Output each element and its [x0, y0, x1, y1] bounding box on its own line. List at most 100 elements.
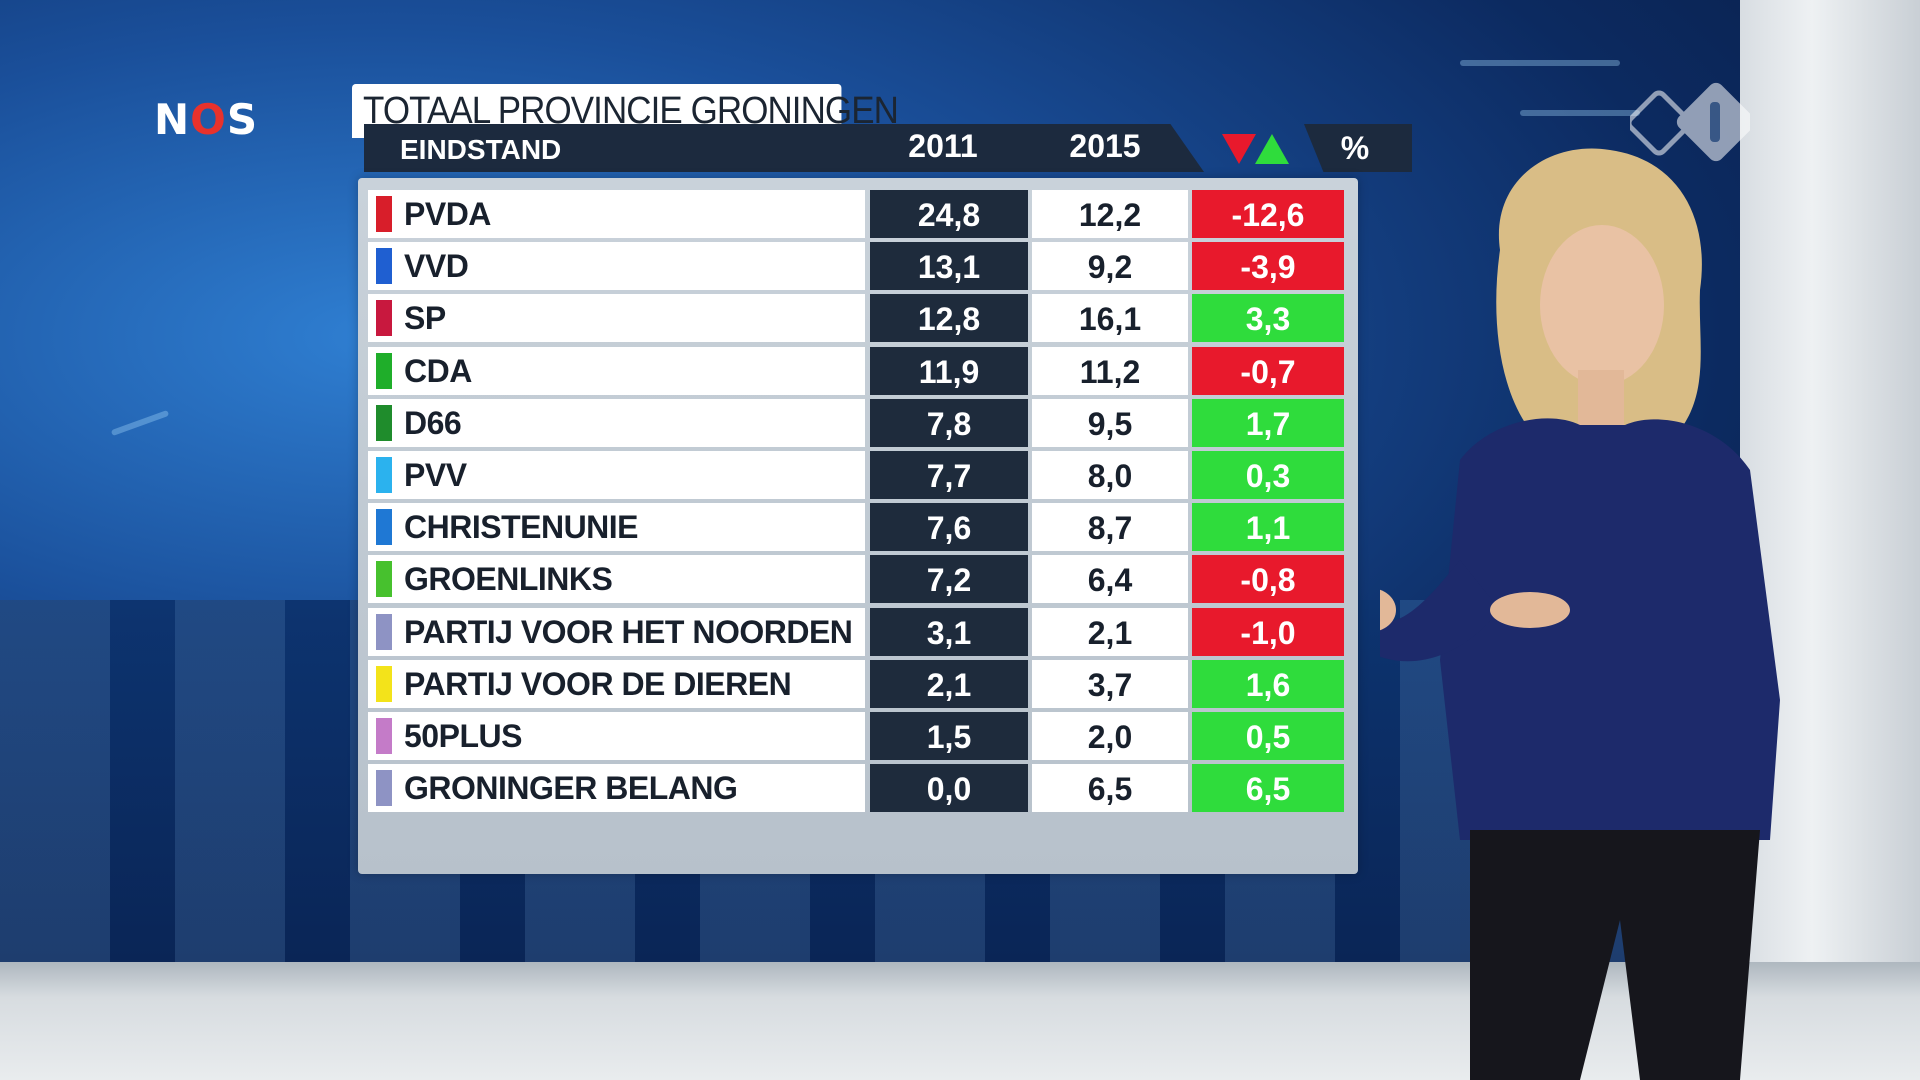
- party-name: CHRISTENUNIE: [404, 509, 639, 546]
- party-cell: GRONINGER BELANG: [368, 764, 865, 813]
- value-change: 6,5: [1192, 764, 1344, 813]
- value-2015: 8,0: [1032, 450, 1188, 499]
- value-change: 1,6: [1192, 659, 1344, 708]
- table-row: PVV 7,7 8,0 0,3: [368, 450, 1344, 499]
- party-color-swatch: [376, 613, 392, 650]
- party-color-swatch: [376, 717, 392, 754]
- party-color-swatch: [376, 300, 392, 337]
- table-row: GROENLINKS 7,2 6,4 -0,8: [368, 555, 1344, 604]
- party-color-swatch: [376, 352, 392, 389]
- table-row: CDA 11,9 11,2 -0,7: [368, 346, 1344, 395]
- party-name: SP: [404, 300, 446, 337]
- party-cell: PVV: [368, 450, 865, 499]
- value-change: -0,8: [1192, 555, 1344, 604]
- value-2015: 9,5: [1032, 398, 1188, 447]
- party-cell: D66: [368, 398, 865, 447]
- party-name: PVDA: [404, 196, 491, 232]
- value-2015: 11,2: [1032, 346, 1188, 395]
- party-name: VVD: [404, 248, 469, 285]
- arrow-down-icon: [1222, 134, 1256, 164]
- studio-wall-frame-right: [1740, 0, 1920, 1080]
- table-row: PARTIJ VOOR DE DIEREN 2,1 3,7 1,6: [368, 659, 1344, 708]
- party-name: PARTIJ VOOR HET NOORDEN: [404, 613, 853, 650]
- value-2011: 7,7: [870, 450, 1028, 499]
- value-2011: 13,1: [870, 242, 1028, 291]
- value-change: 1,7: [1192, 398, 1344, 447]
- value-2015: 6,5: [1032, 764, 1188, 813]
- party-name: 50PLUS: [404, 717, 522, 754]
- party-cell: PARTIJ VOOR DE DIEREN: [368, 659, 865, 708]
- party-cell: VVD: [368, 242, 865, 291]
- table-row: PVDA 24,8 12,2 -12,6: [368, 190, 1344, 238]
- value-2015: 2,1: [1032, 607, 1188, 656]
- party-name: GROENLINKS: [404, 561, 613, 598]
- table-row: 50PLUS 1,5 2,0 0,5: [368, 711, 1344, 760]
- value-change: -0,7: [1192, 346, 1344, 395]
- value-2011: 2,1: [870, 659, 1028, 708]
- party-color-swatch: [376, 404, 392, 441]
- party-cell: PARTIJ VOOR HET NOORDEN: [368, 607, 865, 656]
- value-change: 3,3: [1192, 294, 1344, 343]
- value-2011: 3,1: [870, 607, 1028, 656]
- value-change: 0,3: [1192, 450, 1344, 499]
- light-streak: [1520, 110, 1640, 116]
- party-color-swatch: [376, 561, 392, 598]
- value-2015: 16,1: [1032, 294, 1188, 343]
- nos-logo-n: N: [154, 95, 191, 144]
- value-2015: 8,7: [1032, 503, 1188, 552]
- party-color-swatch: [376, 248, 392, 285]
- header-col-change: %: [1340, 130, 1370, 166]
- value-change: -1,0: [1192, 607, 1344, 656]
- header-col-2015: 2015: [1069, 128, 1141, 164]
- party-color-swatch: [376, 665, 392, 702]
- party-cell: 50PLUS: [368, 711, 865, 760]
- light-streak: [1460, 60, 1620, 66]
- value-2015: 12,2: [1032, 190, 1188, 238]
- table-header: EINDSTAND 2011 2015 %: [364, 124, 1412, 172]
- nos-logo-o: O: [190, 95, 227, 144]
- nos-logo-s: S: [226, 95, 259, 144]
- value-change: -12,6: [1192, 190, 1344, 238]
- value-2011: 1,5: [870, 711, 1028, 760]
- table-row: GRONINGER BELANG 0,0 6,5 6,5: [368, 764, 1344, 813]
- light-streak: [110, 409, 170, 437]
- party-name: PVV: [404, 456, 467, 493]
- value-2011: 24,8: [870, 190, 1028, 238]
- party-name: GRONINGER BELANG: [404, 770, 738, 807]
- header-percent-background: [1304, 124, 1412, 172]
- party-color-swatch: [376, 196, 392, 232]
- arrow-up-icon: [1255, 134, 1289, 164]
- value-change: -3,9: [1192, 242, 1344, 291]
- table-row: PARTIJ VOOR HET NOORDEN 3,1 2,1 -1,0: [368, 607, 1344, 656]
- value-2015: 2,0: [1032, 711, 1188, 760]
- party-color-swatch: [376, 456, 392, 493]
- results-panel: PVDA 24,8 12,2 -12,6 VVD 13,1 9,2 -3,9 SP 12,8 16,…: [358, 178, 1358, 874]
- header-background: [364, 124, 1204, 172]
- party-cell: PVDA: [368, 190, 865, 238]
- value-2011: 7,6: [870, 503, 1028, 552]
- table-row: VVD 13,1 9,2 -3,9: [368, 242, 1344, 291]
- value-2011: 0,0: [870, 764, 1028, 813]
- value-2011: 7,8: [870, 398, 1028, 447]
- nos-logo: NOS: [154, 98, 258, 142]
- table-row: CHRISTENUNIE 7,6 8,7 1,1: [368, 503, 1344, 552]
- party-name: D66: [404, 404, 462, 441]
- header-col-2011: 2011: [908, 128, 978, 164]
- party-name: PARTIJ VOOR DE DIEREN: [404, 665, 792, 702]
- value-change: 0,5: [1192, 711, 1344, 760]
- value-2015: 3,7: [1032, 659, 1188, 708]
- results-rows: PVDA 24,8 12,2 -12,6 VVD 13,1 9,2 -3,9 SP 12,8 16,…: [368, 190, 1344, 816]
- header-subtitle: EINDSTAND: [400, 134, 562, 165]
- party-cell: CHRISTENUNIE: [368, 503, 865, 552]
- party-cell: GROENLINKS: [368, 555, 865, 604]
- value-change: 1,1: [1192, 503, 1344, 552]
- npo-watermark-icon: [1630, 82, 1750, 162]
- party-color-swatch: [376, 770, 392, 807]
- party-name: CDA: [404, 352, 472, 389]
- party-color-swatch: [376, 509, 392, 546]
- table-row: SP 12,8 16,1 3,3: [368, 294, 1344, 343]
- value-2015: 9,2: [1032, 242, 1188, 291]
- value-2011: 11,9: [870, 346, 1028, 395]
- value-2011: 12,8: [870, 294, 1028, 343]
- presenter-figure: [1380, 148, 1780, 1080]
